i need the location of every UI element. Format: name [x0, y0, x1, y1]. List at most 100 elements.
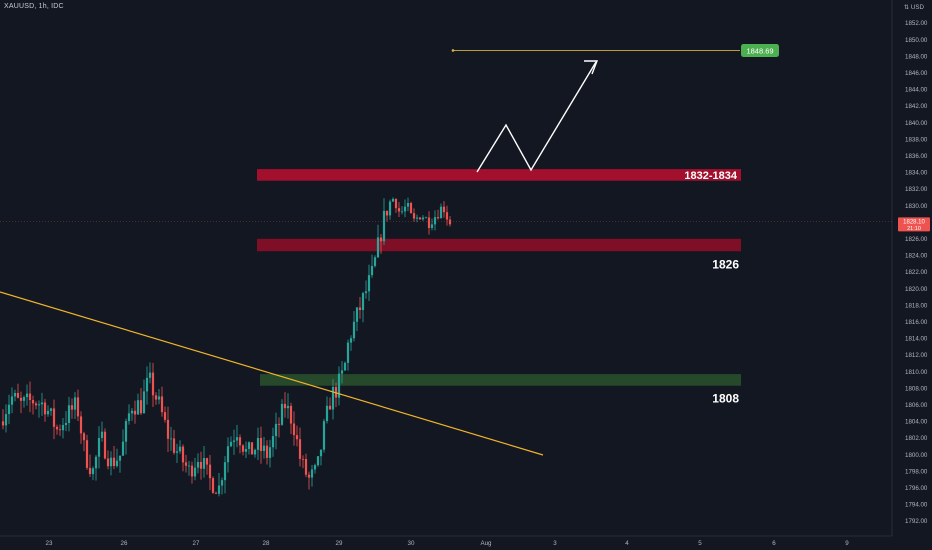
price-tick-label: 1800.00: [905, 452, 928, 459]
support-resistance-zones[interactable]: 1832-1834 1826 1808: [257, 169, 741, 406]
candle: [43, 398, 47, 422]
candle-body: [436, 217, 440, 219]
candle-body: [19, 397, 23, 401]
candle-body: [403, 206, 407, 212]
candle-body: [16, 392, 20, 398]
candle-body: [13, 392, 17, 397]
candle-body: [397, 208, 401, 212]
candle-body: [190, 465, 194, 477]
candle-body: [289, 405, 293, 424]
candle: [40, 392, 44, 416]
price-tick-label: 1840.00: [905, 120, 928, 127]
candle-body: [136, 400, 140, 415]
candle: [283, 392, 287, 418]
candle: [133, 400, 137, 424]
candle-body: [25, 393, 29, 398]
candle: [226, 437, 230, 473]
price-tick-label: 1794.00: [905, 502, 928, 509]
price-axis[interactable]: ⇅ USD 1852.00 1850.00 1848.00 1846.00 1844.00…: [898, 4, 930, 525]
zone-1808-band[interactable]: [260, 374, 741, 386]
candle-body: [283, 403, 287, 409]
price-tick-label: 1822.00: [905, 269, 928, 276]
candle-body: [421, 217, 425, 220]
candle: [22, 395, 26, 408]
candle: [253, 448, 257, 458]
candle: [331, 379, 335, 420]
candle: [88, 454, 92, 478]
candle-body: [343, 362, 347, 371]
candle-body: [196, 461, 200, 468]
candle-body: [442, 206, 446, 213]
candle-body: [346, 342, 350, 363]
candle: [403, 199, 407, 218]
candle-body: [148, 372, 152, 378]
candle: [199, 451, 203, 480]
candle: [439, 203, 443, 219]
chart-drawings[interactable]: 1848.69: [0, 43, 779, 456]
candle: [271, 427, 275, 457]
candle: [313, 463, 317, 474]
time-tick-label: 29: [336, 540, 343, 547]
candle-body: [247, 442, 251, 449]
candle: [238, 434, 242, 454]
candle: [334, 382, 338, 408]
candle: [289, 402, 293, 435]
price-tick-label: 1818.00: [905, 302, 928, 309]
candle: [154, 392, 158, 405]
candle: [379, 233, 383, 254]
candle: [166, 406, 170, 452]
time-axis[interactable]: 23 26 27 28 29 30 Aug 3 4 5 6 9: [46, 540, 850, 547]
candle-body: [448, 219, 452, 225]
time-tick-label: 9: [845, 540, 849, 547]
candle-body: [268, 447, 272, 458]
time-tick-label: 4: [625, 540, 629, 547]
candle-body: [229, 441, 233, 447]
zone-label-1826: 1826: [712, 257, 739, 271]
zone-1832-1834-band[interactable]: [257, 169, 741, 181]
descending-trendline[interactable]: [0, 291, 544, 456]
zone-1826-band[interactable]: [257, 238, 741, 252]
candle: [436, 209, 440, 220]
candle: [268, 439, 272, 468]
candle-body: [430, 224, 434, 228]
candle: [109, 451, 113, 476]
current-price-badge[interactable]: [898, 217, 930, 232]
candle: [46, 405, 50, 417]
candle: [328, 397, 332, 410]
time-tick-label: 28: [263, 540, 270, 547]
candle: [187, 460, 191, 476]
candle-body: [160, 396, 164, 413]
price-tick-label: 1844.00: [905, 87, 928, 94]
candle-body: [130, 410, 134, 414]
candle-body: [280, 403, 284, 425]
candle: [214, 491, 218, 494]
price-tick-label: 1834.00: [905, 170, 928, 177]
candle: [244, 441, 248, 459]
candle-body: [376, 237, 380, 258]
candle: [220, 477, 224, 495]
candle-body: [412, 213, 416, 219]
candle: [79, 411, 83, 444]
zone-label-1808: 1808: [712, 392, 739, 406]
candle: [16, 383, 20, 399]
candle: [262, 436, 266, 459]
symbol-title: XAUUSD, 1h, IDC: [4, 3, 64, 10]
candle-body: [139, 400, 143, 414]
candle: [28, 381, 32, 413]
candle: [148, 362, 152, 384]
price-tick-label: 1850.00: [905, 37, 928, 44]
candle-body: [202, 458, 206, 469]
candle-body: [145, 377, 149, 392]
candle: [385, 210, 389, 222]
candle: [64, 410, 68, 432]
target-price-badge[interactable]: [741, 43, 779, 57]
candle-body: [1, 421, 5, 426]
candle-body: [124, 421, 128, 442]
projection-path[interactable]: [476, 61, 597, 173]
candle-body: [127, 413, 131, 422]
candle: [157, 389, 161, 405]
candle: [400, 206, 404, 215]
candle: [85, 434, 89, 470]
